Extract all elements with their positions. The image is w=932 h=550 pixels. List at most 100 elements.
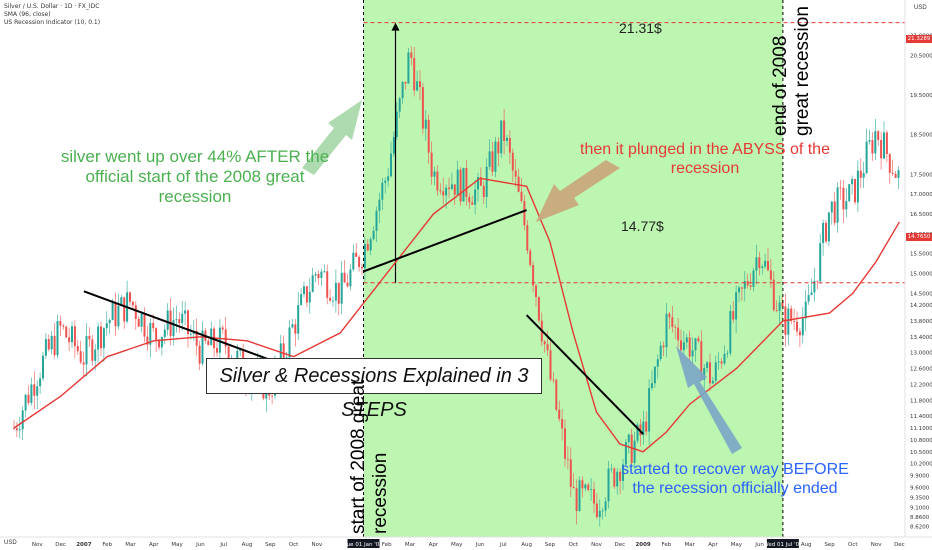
x-tick-label: May	[731, 542, 743, 548]
candle-body	[709, 362, 711, 384]
x-tick-label: Oct	[289, 542, 299, 548]
y-tick-label: 12.2000	[910, 382, 932, 388]
candle-body	[224, 329, 227, 347]
candle-body	[291, 324, 294, 328]
candle-body	[619, 471, 622, 481]
candle-body	[395, 111, 398, 138]
x-tick-label: 2009	[635, 542, 650, 548]
candle-body	[59, 321, 62, 326]
candle-body	[378, 199, 381, 211]
candle-body	[561, 419, 564, 429]
candle-body	[42, 355, 44, 379]
recession-shading	[363, 0, 783, 537]
y-axis-bottom-label: USD	[4, 540, 17, 546]
candle-body	[163, 329, 166, 337]
trendline[interactable]	[83, 290, 294, 370]
candle-body	[102, 328, 105, 349]
candle-body	[801, 318, 804, 336]
trendline[interactable]	[525, 314, 644, 435]
candle-body	[465, 167, 468, 198]
candle-body	[668, 313, 671, 318]
candle-body	[761, 266, 764, 268]
candle-body	[320, 271, 323, 278]
candle-body	[448, 187, 450, 189]
candle-body	[645, 421, 648, 432]
candle-body	[129, 292, 131, 302]
candle-body	[450, 184, 453, 189]
x-tick-label: May	[451, 542, 463, 548]
x-tick-label: Tue 01 Jan '08	[343, 542, 383, 548]
legend-recession: US Recession Indicator (10, 0.1)	[4, 19, 101, 26]
candle-body	[703, 368, 706, 380]
x-axis[interactable]: Nov Dec 2007 Feb Mar Apr May Jun Jul Aug Sep Oct Nov…	[32, 539, 905, 548]
candle-body	[877, 131, 880, 140]
candle-body	[152, 322, 155, 329]
candle-body	[729, 311, 732, 354]
candle-body	[514, 170, 517, 177]
recession-end-text: end of 2008 great recession	[770, 4, 814, 136]
candle-body	[874, 131, 877, 154]
candle-body	[845, 201, 848, 210]
y-tick-label: 11.4000	[910, 414, 932, 420]
candle-body	[294, 324, 297, 334]
y-tick-label: 8.8600	[910, 515, 930, 521]
candle-body	[738, 287, 740, 293]
candle-body	[543, 341, 546, 345]
candle-body	[471, 202, 474, 205]
trendline[interactable]	[363, 209, 527, 273]
candle-body	[79, 351, 82, 363]
x-tick-label: Apr	[149, 542, 159, 548]
candle-body	[459, 169, 462, 202]
candle-body	[714, 362, 717, 381]
y-tick-label: 13.4000	[910, 335, 932, 341]
candle-body	[15, 428, 18, 431]
candle-body	[39, 378, 42, 387]
candle-body	[674, 326, 677, 328]
candle-body	[355, 252, 358, 257]
candle-body	[398, 98, 401, 112]
candle-body	[44, 339, 47, 356]
candle-body	[140, 313, 143, 327]
candle-body	[764, 260, 767, 267]
candle-body	[694, 338, 697, 351]
x-tick-label: 2007	[76, 542, 91, 548]
candle-body	[82, 362, 85, 365]
candle-body	[195, 330, 198, 346]
candle-body	[201, 330, 204, 364]
candle-body	[653, 366, 656, 384]
candle-body	[372, 230, 375, 240]
candle-body	[218, 327, 221, 353]
candle-body	[758, 257, 761, 268]
candle-body	[108, 319, 111, 324]
candle-body	[120, 297, 123, 306]
candle-body	[166, 310, 169, 330]
y-axis[interactable]: 21.000020.500019.500018.500017.500017.00…	[910, 34, 932, 531]
candle-body	[297, 304, 300, 334]
candle-body	[651, 383, 653, 389]
candle-body	[859, 170, 862, 178]
candle-body	[53, 335, 56, 356]
candle-body	[793, 321, 796, 322]
candle-body	[88, 335, 91, 340]
x-tick-label: Jul	[499, 542, 507, 548]
candle-body	[65, 326, 68, 338]
candle-body	[137, 318, 140, 327]
recession-start-label: start of 2008 great recession	[348, 379, 391, 534]
candle-body	[532, 265, 535, 286]
candle-body	[62, 325, 65, 327]
move-arrowhead	[391, 22, 400, 31]
candle-body	[813, 280, 816, 293]
green-arrow	[302, 100, 362, 175]
candle-body	[407, 52, 410, 84]
chart-legend: Silver / U.S. Dollar · 1D · FX_IDC SMA (…	[4, 3, 100, 27]
candle-body	[691, 350, 694, 357]
candle-body	[308, 291, 311, 303]
candle-body	[842, 187, 845, 210]
price-levels-group	[363, 22, 905, 284]
candle-body	[665, 313, 668, 348]
candle-body	[27, 394, 30, 403]
candle-body	[207, 340, 210, 346]
candle-body	[236, 350, 239, 362]
candle-body	[390, 153, 392, 177]
